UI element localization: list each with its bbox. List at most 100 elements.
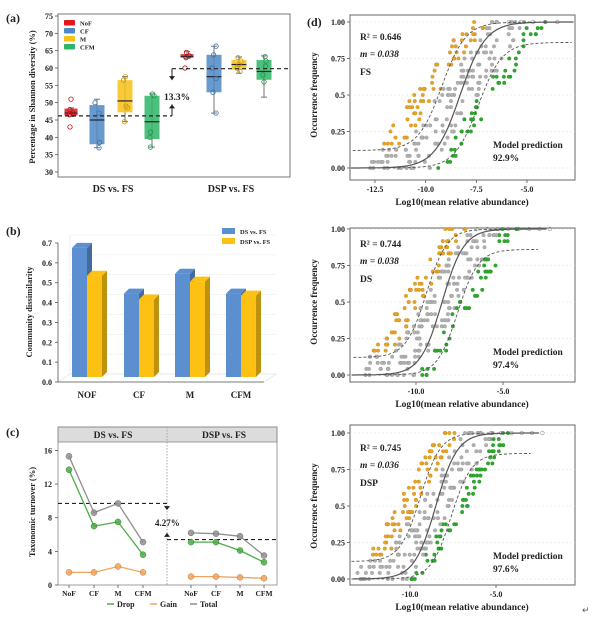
panel-d-point (503, 68, 508, 73)
panel-d-point (435, 540, 440, 545)
panel-d-point (378, 366, 383, 371)
panel-d-point (372, 558, 377, 563)
panel-d-point (462, 117, 467, 122)
panel-d-point (439, 528, 444, 533)
panel-d-point (409, 558, 414, 563)
panel-d-point (471, 239, 476, 244)
panel-c-ytick-label: 8 (48, 514, 52, 523)
panel-d-point (492, 56, 497, 61)
panel-b-xtick-label: NOF (78, 390, 98, 400)
panel-d-point (467, 269, 472, 274)
panel-d-point (497, 443, 502, 448)
panel-d-point (463, 227, 468, 231)
panel-d-point (394, 312, 399, 317)
panel-d-point (427, 300, 432, 304)
panel-b-bar-front (139, 299, 154, 377)
panel-d-point (497, 239, 502, 244)
panel-d-point (455, 281, 460, 286)
panel-d-point (413, 111, 418, 116)
panel-d-point (405, 117, 410, 122)
panel-d-point (410, 510, 415, 515)
panel-d-ytick-label: 1.00 (331, 429, 345, 438)
panel-d-point (441, 129, 445, 134)
panel-d-ylabel: Occurrence frequency (309, 259, 319, 345)
panel-d-point (371, 564, 376, 569)
panel-d-point (513, 56, 518, 61)
panel-d-point (470, 287, 475, 292)
panel-d-prediction-value: 92.9% (493, 154, 519, 164)
panel-d-ci-lower (351, 453, 531, 580)
panel-d-point (487, 269, 492, 274)
panel-d-point (448, 105, 453, 110)
panel-d-ytick-label: 0.25 (331, 539, 345, 548)
panel-d-point (464, 251, 469, 256)
panel-d-point (444, 117, 449, 122)
return-mark: ↵ (582, 606, 590, 616)
panel-d-point (428, 287, 433, 292)
panel-d-point (427, 479, 432, 484)
panel-d-point (511, 38, 516, 43)
panel-d-point (414, 528, 418, 533)
panel-d-point (407, 360, 412, 365)
panel-d-point (437, 99, 442, 104)
panel-d-r2: R² = 0.745 (360, 444, 401, 454)
panel-a-point (151, 93, 157, 99)
panel-d-point (412, 491, 417, 496)
panel-d-point (377, 570, 382, 575)
panel-d-point (404, 324, 409, 329)
panel-c-xtick-label: CFM (255, 589, 272, 598)
panel-a-point (260, 72, 266, 78)
panel-a-ytick-label: 35 (45, 151, 53, 160)
panel-d-point (413, 354, 418, 359)
panel-d-point (392, 528, 397, 533)
panel-d-point (483, 44, 488, 49)
panel-d-point (468, 233, 473, 238)
panel-d-point (385, 159, 390, 164)
panel-d-prediction-label: Model prediction (493, 552, 563, 562)
panel-b-bar-m-dsp (190, 276, 210, 377)
panel-a-box-nof (64, 96, 78, 130)
panel-c-point-drop (236, 547, 244, 554)
panel-d-point (474, 93, 479, 97)
panel-d-point (490, 86, 495, 91)
panel-d-xtick-label: -7.5 (470, 185, 483, 194)
panel-a-point (213, 75, 219, 82)
panel-d-point (462, 50, 466, 55)
panel-d-point (478, 38, 483, 43)
panel-d-point (419, 540, 424, 545)
panel-d-point (475, 257, 480, 262)
panel-d-point (447, 431, 452, 435)
panel-b-bar-top (87, 270, 107, 276)
panel-d-point (427, 166, 432, 170)
panel-d-point (396, 564, 401, 569)
panel-d-point (383, 348, 388, 353)
panel-c-xtick-label: M (114, 589, 121, 598)
panel-d-point (401, 373, 406, 377)
panel-d-point (479, 117, 484, 122)
panel-d-ytick-label: 0.00 (331, 164, 345, 173)
panel-c-ytick-label: 16 (44, 446, 52, 455)
panel-d-point (471, 117, 476, 122)
panel-d: (d) 0.00 0.25 0.5 0.75 1.00 -12.5 -10.0 -7.5 -5.… (307, 14, 576, 613)
panel-d-point (430, 74, 435, 79)
panel-a-point (120, 77, 127, 83)
panel-d-ytick-label: 0.25 (331, 335, 345, 344)
panel-d-point (459, 129, 464, 134)
panel-d-point (397, 141, 402, 146)
panel-d-point (491, 437, 496, 442)
panel-d-point (446, 263, 451, 268)
panel-d-point (417, 522, 422, 527)
panel-d-point (463, 44, 468, 49)
panel-d-point (359, 564, 364, 569)
panel-c-ylabel: Taxonomic turnover (%) (27, 467, 37, 557)
panel-d-point (437, 443, 442, 448)
panel-d-point (448, 251, 453, 256)
panel-d-point (496, 437, 501, 442)
panel-b-bar-front (226, 293, 241, 377)
panel-d-point (540, 430, 545, 436)
panel-d-xlabel: Log10(mean relative abundance) (395, 197, 528, 208)
panel-d-point (475, 245, 480, 250)
panel-d-point (472, 20, 477, 24)
panel-d-point (419, 324, 424, 329)
